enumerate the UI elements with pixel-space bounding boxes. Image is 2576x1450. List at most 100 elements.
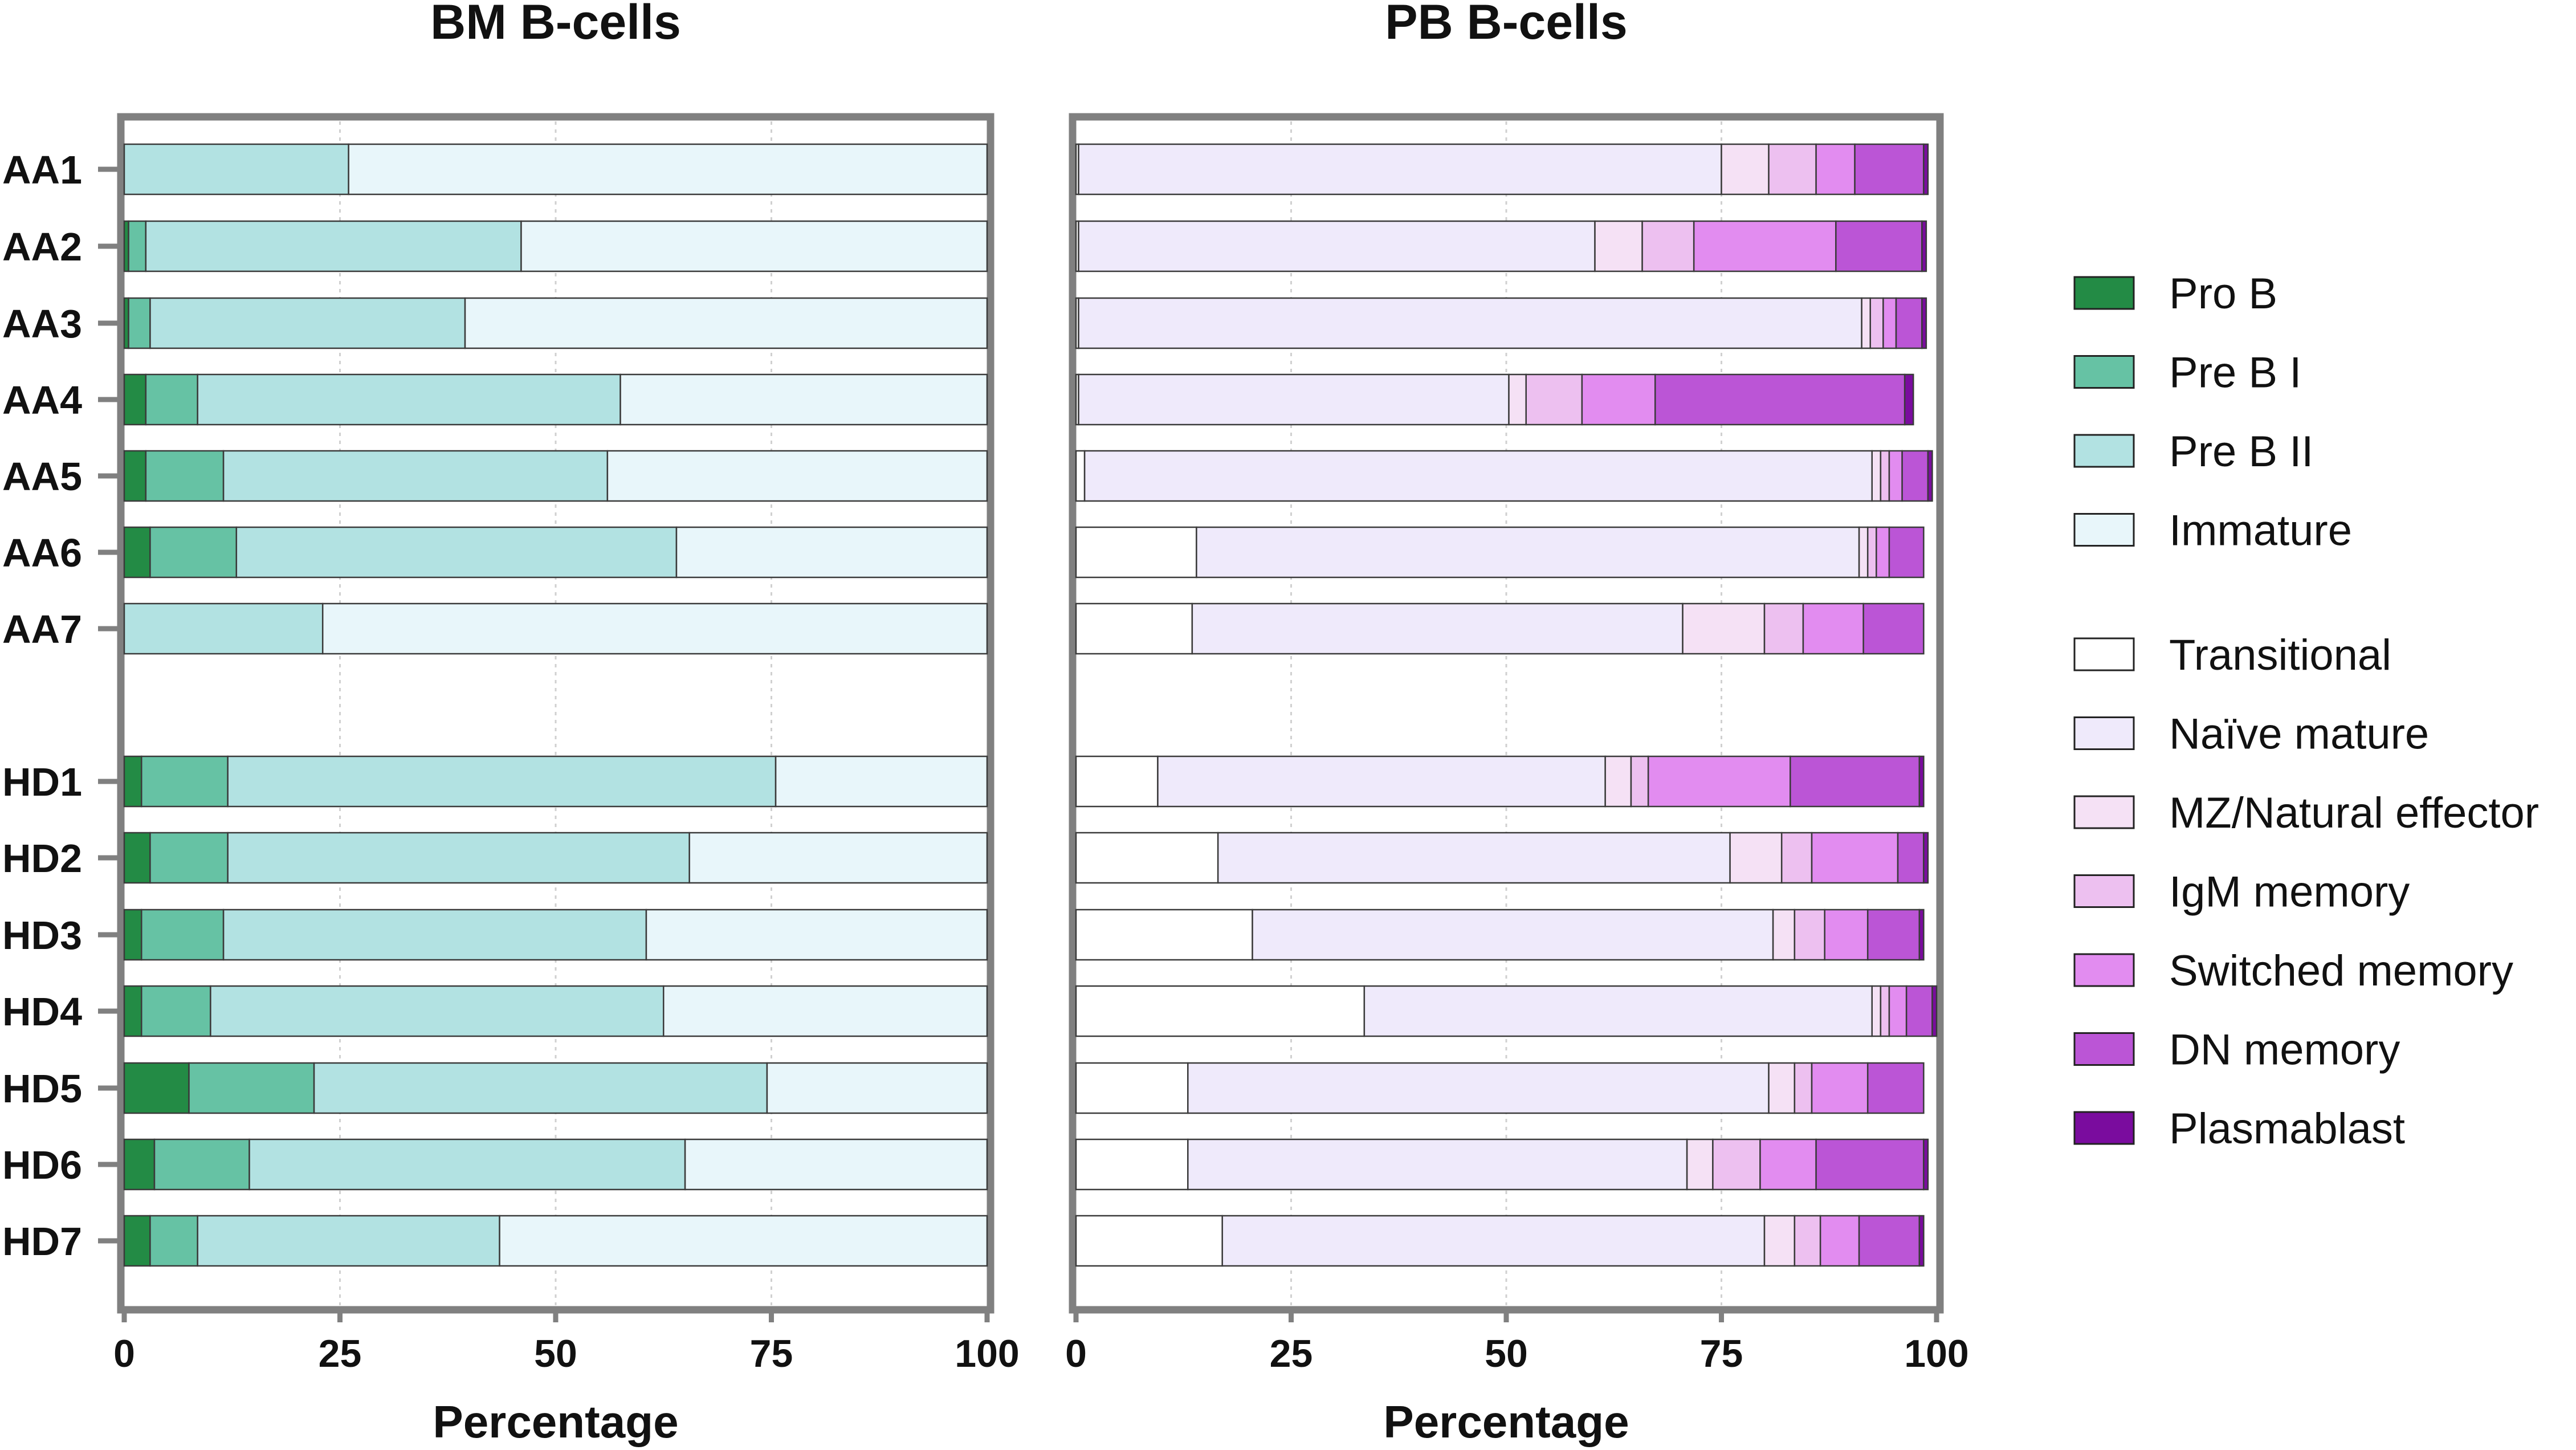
row-label-hd7: HD7 <box>2 1219 82 1264</box>
legend-label-na-ve-mature: Naïve mature <box>2169 710 2429 759</box>
pb-bar-hd3-dn-memory <box>1866 909 1921 961</box>
legend-swatch-na-ve-mature <box>2073 716 2135 750</box>
bm-bar-hd4-immature <box>663 985 988 1037</box>
pb-bar-aa7-mz-natural-effector <box>1682 602 1766 655</box>
bm-bar-hd4-pro-b <box>123 985 142 1037</box>
row-label-hd6: HD6 <box>2 1143 82 1187</box>
bm-bar-aa2-immature <box>520 220 988 272</box>
bm-bar-hd1-pre-b-i <box>141 755 229 808</box>
row-label-aa3: AA3 <box>2 302 82 346</box>
pb-x-axis-title: Percentage <box>1383 1396 1629 1447</box>
pb-bar-hd4-switched-memory <box>1888 985 1907 1037</box>
legend-label-pre-b-i: Pre B I <box>2169 349 2301 397</box>
bm-bar-hd3-immature <box>645 909 988 961</box>
pb-bar-aa5-igm-memory <box>1880 450 1890 502</box>
pb-bar-aa2-plasmablast <box>1921 220 1927 272</box>
pb-bar-aa3-na-ve-mature <box>1078 297 1862 349</box>
pb-bar-aa5-transitional <box>1075 450 1086 502</box>
pb-bar-hd1-dn-memory <box>1790 755 1921 808</box>
bm-bar-aa5-immature <box>606 450 988 502</box>
pb-x-tick-label: 100 <box>1904 1332 1968 1375</box>
bm-bar-hd2-pre-b-i <box>149 832 229 884</box>
bm-b-cells-panel: BM B-cells Percentage 0 25 50 75 100 AA1 AA2 AA… <box>2 0 1020 1447</box>
legend-swatch-dn-memory <box>2073 1032 2135 1066</box>
row-label-hd3: HD3 <box>2 913 82 958</box>
legend-swatch-pre-b-i <box>2073 355 2135 389</box>
pb-bar-aa4-na-ve-mature <box>1078 373 1510 426</box>
pb-bar-aa2-mz-natural-effector <box>1594 220 1643 272</box>
bm-bar-aa3-pre-b-ii <box>149 297 466 349</box>
bm-bar-hd5-pro-b <box>123 1062 190 1114</box>
bm-bar-hd1-pre-b-ii <box>227 755 777 808</box>
pb-bar-aa3-plasmablast <box>1921 297 1927 349</box>
pb-bar-hd4-na-ve-mature <box>1363 985 1873 1037</box>
bm-bar-aa5-pro-b <box>123 450 147 502</box>
pb-bar-hd7-mz-natural-effector <box>1763 1215 1796 1267</box>
bm-bar-hd5-pre-b-i <box>188 1062 315 1114</box>
legend-label-transitional: Transitional <box>2169 631 2391 679</box>
pb-bar-hd2-na-ve-mature <box>1217 832 1731 884</box>
pb-bar-hd7-dn-memory <box>1858 1215 1921 1267</box>
pb-bar-aa3-igm-memory <box>1869 297 1884 349</box>
pb-bar-hd6-switched-memory <box>1759 1138 1817 1191</box>
pb-bar-hd2-igm-memory <box>1780 832 1813 884</box>
row-label-hd1: HD1 <box>2 760 82 804</box>
pb-bar-aa6-igm-memory <box>1866 526 1877 579</box>
bm-bar-hd6-immature <box>684 1138 988 1191</box>
pb-bar-hd5-mz-natural-effector <box>1768 1062 1796 1114</box>
row-label-aa6: AA6 <box>2 531 82 575</box>
pb-bar-hd1-transitional <box>1075 755 1159 808</box>
legend-swatch-transitional <box>2073 637 2135 671</box>
pb-bar-hd6-plasmablast <box>1923 1138 1929 1191</box>
row-label-hd4: HD4 <box>2 989 82 1034</box>
pb-bar-aa1-na-ve-mature <box>1078 143 1722 195</box>
pb-bar-aa1-dn-memory <box>1854 143 1925 195</box>
bm-bar-aa6-pre-b-i <box>149 526 238 579</box>
legend-swatch-pre-b-ii <box>2073 434 2135 468</box>
pb-bar-hd3-transitional <box>1075 909 1253 961</box>
bm-bar-aa7-immature <box>321 602 988 655</box>
legend-swatch-pro-b <box>2073 276 2135 310</box>
pb-bar-aa6-switched-memory <box>1876 526 1890 579</box>
pb-bar-hd3-plasmablast <box>1918 909 1925 961</box>
row-label-aa5: AA5 <box>2 454 82 499</box>
bm-x-tick-label: 75 <box>750 1332 793 1375</box>
pb-bar-hd5-switched-memory <box>1811 1062 1869 1114</box>
pb-bar-aa6-transitional <box>1075 526 1197 579</box>
pb-bar-aa4-dn-memory <box>1654 373 1906 426</box>
bm-bar-aa1-pre-b-ii <box>123 143 349 195</box>
bm-bar-hd3-pro-b <box>123 909 142 961</box>
pb-bar-aa3-mz-natural-effector <box>1861 297 1871 349</box>
pb-x-tick-label: 75 <box>1700 1332 1743 1375</box>
bm-bar-hd2-pro-b <box>123 832 151 884</box>
legend-label-switched-memory: Switched memory <box>2169 947 2513 995</box>
pb-bar-hd6-na-ve-mature <box>1187 1138 1688 1191</box>
pb-bar-hd3-mz-natural-effector <box>1772 909 1796 961</box>
pb-bar-hd6-igm-memory <box>1712 1138 1761 1191</box>
pb-bar-aa5-mz-natural-effector <box>1871 450 1882 502</box>
row-label-hd2: HD2 <box>2 836 82 881</box>
bm-bar-hd4-pre-b-i <box>141 985 211 1037</box>
pb-bar-aa5-switched-memory <box>1888 450 1903 502</box>
pb-bar-hd2-transitional <box>1075 832 1219 884</box>
pb-bar-hd5-igm-memory <box>1794 1062 1813 1114</box>
pb-bar-aa2-dn-memory <box>1835 220 1923 272</box>
pb-bar-hd3-na-ve-mature <box>1252 909 1774 961</box>
bm-bar-aa6-pre-b-ii <box>235 526 678 579</box>
bm-bar-hd5-pre-b-ii <box>313 1062 768 1114</box>
bm-bar-aa1-immature <box>348 143 988 195</box>
legend-swatch-switched-memory <box>2073 953 2135 987</box>
bm-bar-aa3-immature <box>464 297 988 349</box>
bm-bar-aa6-immature <box>675 526 988 579</box>
pb-bar-hd7-transitional <box>1075 1215 1223 1267</box>
bm-bar-aa6-pro-b <box>123 526 151 579</box>
row-label-aa4: AA4 <box>2 378 82 422</box>
pb-bar-aa2-igm-memory <box>1641 220 1695 272</box>
bm-x-tick-label: 50 <box>534 1332 577 1375</box>
bm-x-tick-label: 25 <box>319 1332 362 1375</box>
pb-bar-hd5-na-ve-mature <box>1187 1062 1770 1114</box>
pb-bar-hd1-switched-memory <box>1647 755 1791 808</box>
pb-bar-aa5-dn-memory <box>1901 450 1929 502</box>
bm-panel-title: BM B-cells <box>430 0 681 50</box>
pb-bar-aa5-plasmablast <box>1927 450 1933 502</box>
